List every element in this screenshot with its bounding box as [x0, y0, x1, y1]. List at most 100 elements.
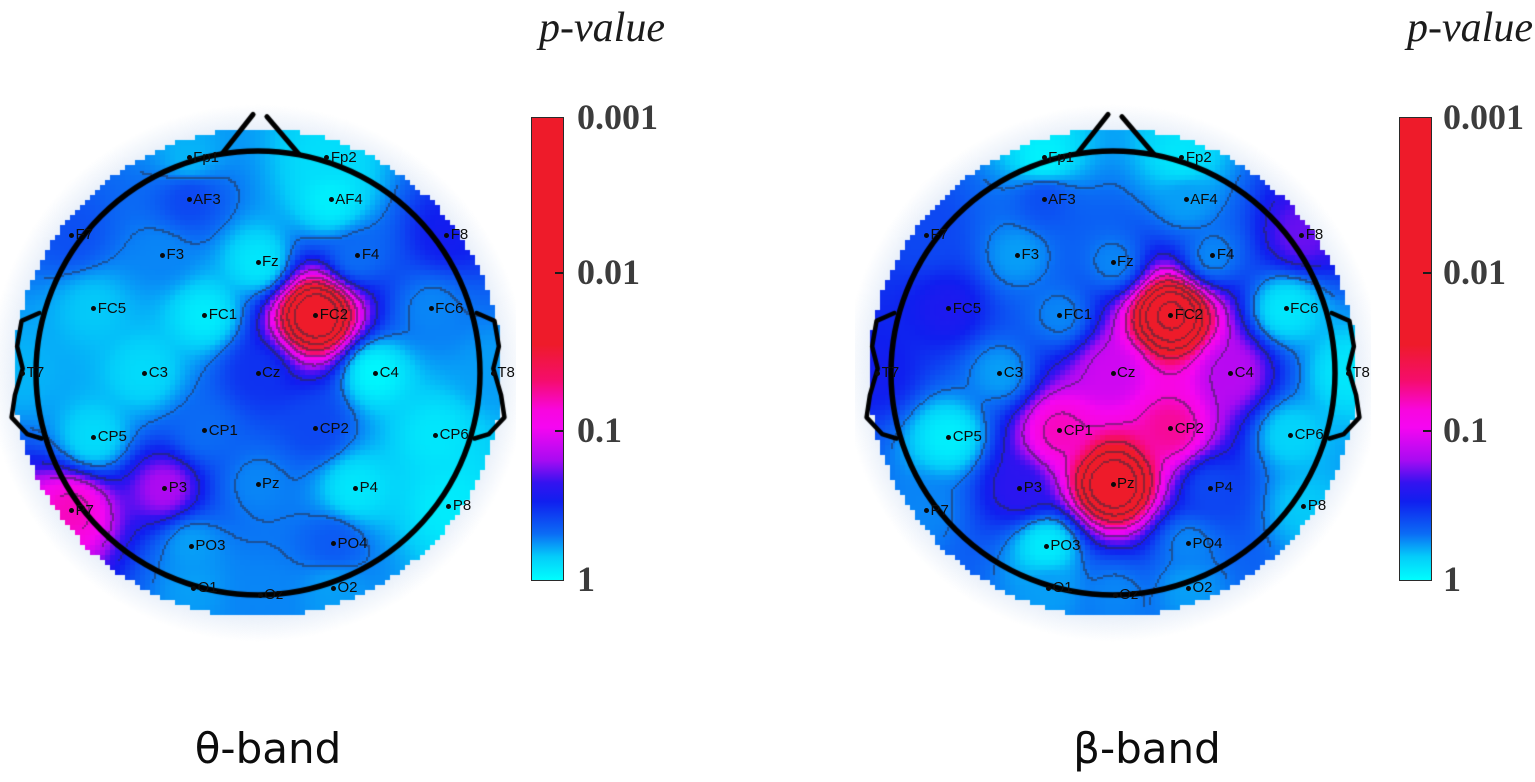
electrode-dot	[1210, 252, 1216, 258]
electrode-dot	[446, 503, 452, 509]
electrode-dot	[69, 232, 75, 238]
electrode-dot	[162, 485, 168, 491]
electrode-label: P7	[75, 501, 94, 519]
electrode-dot	[191, 585, 197, 591]
electrode-dot	[324, 155, 330, 161]
electrode-dot	[1110, 481, 1116, 487]
electrode-label: P8	[1307, 497, 1327, 515]
electrode-dot	[875, 370, 881, 376]
electrode-label: CP6	[439, 426, 469, 444]
colorbar-tick	[1423, 430, 1431, 432]
electrode-label: Cz	[1117, 364, 1136, 381]
electrode-label: FC2	[1174, 306, 1204, 324]
electrode-label: P7	[930, 501, 949, 519]
electrode-label: CP6	[1294, 426, 1324, 444]
colorbar-tick	[555, 430, 563, 432]
electrode-dot	[1345, 370, 1351, 376]
electrode-label: C4	[379, 364, 399, 381]
electrode-label: Fp2	[1185, 148, 1212, 166]
colorbar-tick-label: 0.001	[1443, 97, 1524, 137]
colorbar	[1399, 117, 1432, 581]
electrode-dot	[428, 306, 434, 312]
electrode-dot	[255, 370, 261, 376]
panel-caption-beta: β-band	[1073, 724, 1221, 773]
electrode-dot	[1185, 585, 1191, 591]
electrode-label: AF4	[1190, 190, 1218, 208]
electrode-dot	[142, 370, 148, 376]
electrode-label: AF3	[193, 190, 221, 208]
electrode-dot	[257, 592, 263, 598]
electrode-dot	[186, 155, 192, 161]
electrode-label: AF3	[1048, 190, 1076, 208]
electrode-dot	[355, 252, 361, 258]
electrode-dot	[433, 432, 439, 438]
electrode-label: F4	[361, 246, 380, 264]
colorbar-tick-label: 0.1	[1443, 410, 1488, 450]
electrode-label: CP1	[1063, 421, 1093, 439]
electrode-label: CP2	[319, 419, 349, 437]
electrode-label: P4	[359, 479, 379, 497]
electrode-dot	[186, 197, 192, 203]
electrode-dot	[1179, 155, 1185, 161]
electrode-dot	[1015, 252, 1021, 258]
electrode-dot	[1041, 197, 1047, 203]
electrode-dot	[255, 259, 261, 265]
electrode-label: T8	[497, 364, 515, 381]
electrode-label: F3	[1021, 246, 1040, 264]
electrode-label: Fz	[262, 253, 279, 270]
electrode-label: O2	[1192, 579, 1213, 597]
electrode-dot	[188, 543, 194, 549]
electrode-label: Pz	[262, 475, 280, 492]
colorbar-tick-label: 0.1	[577, 410, 622, 450]
electrode-dot	[1112, 592, 1118, 598]
electrode-label: Oz	[264, 586, 284, 603]
electrode-label: Cz	[262, 364, 281, 381]
electrode-label: Fp2	[330, 148, 357, 166]
electrode-dot	[946, 306, 952, 312]
colorbar-tick	[1423, 272, 1431, 274]
electrode-label: T7	[26, 364, 45, 381]
electrode-dot	[1046, 585, 1052, 591]
colorbar-tick-label: 0.01	[577, 252, 640, 292]
electrode-label: F3	[166, 246, 185, 264]
electrode-dot	[328, 197, 334, 203]
electrode-dot	[1228, 370, 1234, 376]
electrode-label: AF4	[335, 190, 363, 208]
electrode-label: CP5	[952, 428, 982, 446]
electrode-label: CP5	[97, 428, 127, 446]
electrode-dot	[1017, 485, 1023, 491]
electrode-dot	[490, 370, 496, 376]
topomap-panel-theta: Fp1 Fp2 AF3 AF4 F7 F3 Fz F4 F8 FC5 FC1 FC2 FC6 T7 C3 Cz…	[0, 95, 516, 650]
colorbar	[531, 117, 564, 581]
electrode-dot	[1183, 197, 1189, 203]
electrode-label: PO4	[337, 534, 368, 552]
topomap-panel-beta: Fp1 Fp2 AF3 AF4 F7 F3 Fz F4 F8 FC5 FC1 FC2 FC6 T7 C3 Cz…	[855, 95, 1371, 650]
electrode-label: FC1	[1063, 306, 1093, 324]
electrode-dot	[69, 508, 75, 514]
electrode-dot	[1057, 312, 1063, 318]
colorbar-tick-label: 1	[1443, 559, 1461, 599]
electrode-label: FC6	[435, 299, 464, 317]
electrode-label: FC5	[97, 299, 127, 317]
electrode-label: P3	[1023, 479, 1043, 497]
colorbar-tick-label: 0.001	[577, 97, 658, 137]
colorbar-title-pvalue: p-value	[1407, 5, 1533, 51]
electrode-dot	[91, 306, 97, 312]
electrode-dot	[160, 252, 166, 258]
electrode-label: CP2	[1174, 419, 1204, 437]
electrode-label: PO3	[195, 537, 226, 555]
electrode-dot	[202, 428, 208, 434]
electrode-dot	[1283, 306, 1289, 312]
electrode-label: P3	[168, 479, 188, 497]
electrode-label: P4	[1214, 479, 1234, 497]
electrode-label: Pz	[1117, 475, 1135, 492]
electrode-label: F7	[930, 226, 949, 244]
electrode-dot	[946, 434, 952, 440]
electrode-dot	[1110, 370, 1116, 376]
electrode-dot	[1110, 259, 1116, 265]
electrode-label: O1	[1052, 579, 1073, 597]
electrode-dot	[313, 312, 319, 318]
electrode-label: Oz	[1119, 586, 1139, 603]
colorbar-tick-label: 0.01	[1443, 252, 1506, 292]
electrode-dot	[1208, 485, 1214, 491]
